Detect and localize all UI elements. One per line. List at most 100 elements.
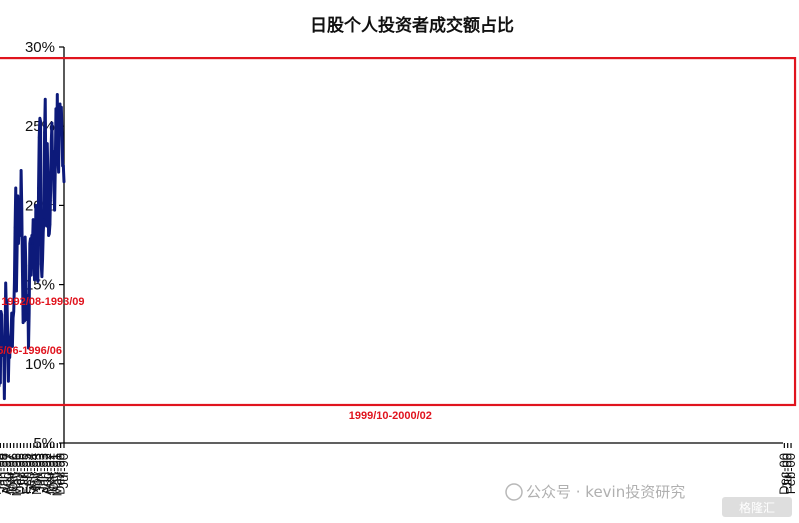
- data-point: [19, 169, 23, 172]
- data-point: [17, 242, 20, 245]
- data-point: [45, 142, 49, 145]
- data-point: [31, 218, 35, 221]
- x-tick-label: Oct-91: [46, 453, 61, 492]
- data-point: [33, 278, 36, 282]
- data-point: [24, 264, 28, 267]
- data-point: [43, 97, 47, 101]
- highlight-box-2: [0, 56, 797, 407]
- x-tick-label: Jul-95: [16, 453, 31, 488]
- data-point: [15, 289, 18, 293]
- data-point: [52, 189, 56, 193]
- data-point: [0, 313, 3, 316]
- x-tick-label: Feb-00: [783, 453, 798, 494]
- data-point: [29, 273, 33, 277]
- data-point: [14, 186, 18, 190]
- data-point: [11, 345, 14, 348]
- data-point: [25, 313, 29, 316]
- data-point: [60, 131, 64, 134]
- data-point: [41, 231, 45, 234]
- data-point: [43, 131, 46, 134]
- data-point: [45, 224, 48, 228]
- x-tick-label: May-91: [49, 453, 64, 496]
- x-tick-label: Dec-90: [53, 453, 68, 495]
- data-point: [53, 208, 56, 212]
- x-tick-label: Mar-92: [43, 453, 58, 494]
- x-tick-label: Jun-98: [0, 453, 7, 493]
- data-point: [21, 321, 25, 324]
- data-point: [51, 150, 55, 153]
- data-point: [33, 275, 37, 278]
- data-point: [12, 310, 16, 313]
- data-point: [7, 348, 11, 351]
- x-tick-label: Feb-95: [19, 453, 34, 494]
- data-point: [36, 280, 40, 283]
- data-point: [49, 140, 53, 144]
- data-point: [62, 180, 66, 183]
- data-point: [15, 248, 19, 252]
- data-point: [61, 164, 64, 168]
- data-point: [48, 223, 52, 226]
- y-tick-label: 15%: [25, 277, 55, 294]
- data-point: [58, 109, 61, 112]
- data-point: [29, 237, 32, 240]
- data-point: [44, 189, 48, 193]
- data-point: [51, 167, 54, 171]
- data-point: [8, 356, 12, 359]
- data-point: [16, 194, 20, 198]
- x-tick-label: Nov-93: [29, 453, 44, 495]
- data-point: [35, 272, 39, 275]
- data-point: [55, 162, 58, 166]
- data-point: [30, 234, 34, 237]
- data-point: [2, 341, 5, 345]
- data-point: [46, 174, 50, 177]
- x-tick-label: Dec-95: [12, 453, 27, 495]
- x-tick-label: Jan-93: [36, 453, 51, 493]
- data-point: [41, 257, 44, 261]
- highlight-label-0: 1992/08-1993/09: [1, 296, 84, 308]
- x-tick-label: Apr-94: [26, 453, 41, 492]
- chart-title: 日股个人投资者成交额占比: [310, 15, 514, 36]
- data-point: [32, 246, 36, 250]
- data-point: [56, 156, 60, 160]
- data-point: [22, 302, 26, 305]
- data-point: [38, 116, 42, 120]
- data-point: [37, 186, 40, 190]
- x-tick-label: Nov-98: [0, 453, 4, 495]
- data-point: [5, 310, 8, 313]
- data-point: [0, 375, 1, 378]
- x-tick-label: Jan-98: [0, 453, 11, 493]
- data-point: [7, 379, 10, 383]
- data-point: [3, 397, 6, 400]
- y-tick-label: 30%: [25, 39, 55, 56]
- data-point: [37, 135, 41, 139]
- data-point: [35, 257, 38, 261]
- data-point: [25, 318, 28, 321]
- data-point: [1, 354, 5, 358]
- data-point: [47, 234, 50, 237]
- data-point: [39, 262, 43, 266]
- x-tick-label: Jul-00: [780, 453, 795, 488]
- data-point: [6, 335, 10, 339]
- data-point: [13, 281, 16, 285]
- data-point: [49, 188, 52, 191]
- highlight-label-1: 1995/06-1996/06: [0, 345, 62, 357]
- data-point: [42, 218, 46, 221]
- data-point: [55, 93, 59, 96]
- data-point: [34, 204, 38, 207]
- data-point: [20, 207, 24, 210]
- data-point: [58, 102, 62, 106]
- data-point: [57, 170, 60, 174]
- data-point: [26, 294, 30, 297]
- data-point: [0, 310, 3, 313]
- data-point: [59, 128, 62, 131]
- data-point: [40, 275, 44, 278]
- data-point: [5, 299, 9, 302]
- data-point: [27, 346, 30, 350]
- x-tick-label: Jun-93: [33, 453, 48, 493]
- x-tick-label: Aug-97: [0, 453, 14, 495]
- x-tick-label: Sep-94: [22, 453, 37, 495]
- data-point: [11, 316, 15, 320]
- data-point: [27, 311, 31, 315]
- annotations: 1992/08-1993/09 1995/06-1996/06 1999/10-20…: [0, 56, 797, 422]
